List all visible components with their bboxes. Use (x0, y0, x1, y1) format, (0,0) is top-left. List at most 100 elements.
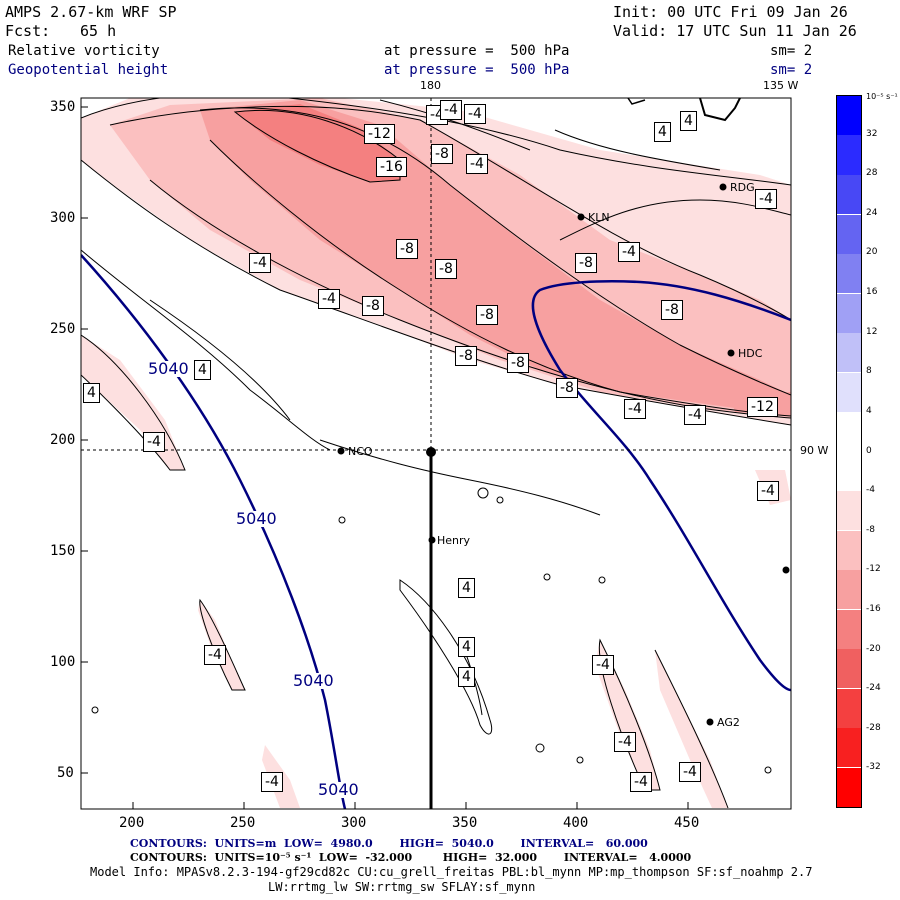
station-nco-label: NCO (348, 445, 373, 458)
station-hdc-marker (727, 349, 735, 357)
vorticity-contour-label: 4 (458, 637, 475, 657)
colorbar-segment (837, 570, 861, 610)
vorticity-contour-label: -8 (575, 253, 597, 273)
field2-name: Geopotential height (8, 62, 169, 78)
vorticity-contour-label: -4 (261, 772, 283, 792)
x-tick-label: 200 (119, 815, 145, 831)
colorbar-label: 12 (866, 326, 878, 337)
lon-label-90w: 90 W (800, 444, 829, 457)
field2-smoothing: sm= 2 (770, 62, 813, 78)
vorticity-contour-label: -4 (440, 100, 462, 120)
height-label: 5040 (236, 509, 277, 528)
vorticity-contour-label: -4 (592, 655, 614, 675)
vort-streak-5 (655, 650, 728, 808)
height-label: 5040 (293, 671, 334, 690)
coastline (699, 97, 741, 122)
vorticity-contour-label: -12 (364, 124, 395, 144)
colorbar-segment (837, 214, 861, 254)
y-tick-label: 200 (50, 432, 76, 448)
field1-level: at pressure = 500 hPa (384, 43, 570, 59)
vorticity-contour-label: -4 (204, 645, 226, 665)
y-tick-label: 150 (50, 543, 76, 559)
y-tick-label: 350 (50, 99, 76, 115)
colorbar-segment (837, 649, 861, 689)
station-rdg-label: RDG (730, 181, 755, 194)
colorbar-segment (837, 609, 861, 649)
x-tick-label: 350 (452, 815, 478, 831)
x-tick-label: 250 (230, 815, 256, 831)
vorticity-contour-label: -4 (464, 104, 486, 124)
colorbar-segment (837, 688, 861, 728)
station-nco-marker (337, 447, 345, 455)
coast-point (782, 566, 790, 574)
vorticity-contour-label: -8 (396, 239, 418, 259)
colorbar-label: 28 (866, 168, 878, 179)
colorbar-label: 32 (866, 128, 878, 139)
vorticity-contour-label: 4 (194, 360, 211, 380)
vorticity-contour-info: CONTOURS: UNITS=10⁻⁵ s⁻¹ LOW= -32.000 HI… (130, 851, 692, 864)
vorticity-contour-label: -4 (614, 732, 636, 752)
vorticity-contour-label: -4 (630, 772, 652, 792)
y-tick-label: 100 (50, 654, 76, 670)
vorticity-contour-label: 4 (654, 122, 671, 142)
colorbar-segment (837, 293, 861, 333)
x-tick-label: 400 (563, 815, 589, 831)
colorbar-segment (837, 372, 861, 412)
pole-marker (426, 447, 436, 457)
vorticity-contour-label: -8 (435, 259, 457, 279)
station-kln-label: KLN (588, 211, 610, 224)
colorbar-unit: 10⁻⁵ s⁻¹ (866, 92, 898, 101)
station-ag2-label: AG2 (717, 716, 740, 729)
height-label: 5040 (318, 780, 359, 799)
colorbar-segment (837, 491, 861, 531)
x-tick-label: 300 (341, 815, 367, 831)
vort-band-12 (200, 100, 791, 416)
vorticity-contour-label: -4 (466, 154, 488, 174)
vorticity-contour-label: -8 (661, 300, 683, 320)
vort-band-16 (235, 104, 400, 182)
colorbar-segment (837, 451, 861, 491)
colorbar-label: 20 (866, 247, 878, 258)
station-kln-marker (577, 213, 585, 221)
colorbar-label: -32 (866, 762, 881, 773)
colorbar-label: 4 (866, 405, 872, 416)
vorticity-contour-label: -4 (679, 762, 701, 782)
colorbar-segment (837, 530, 861, 570)
colorbar-segment (837, 767, 861, 807)
field2-level: at pressure = 500 hPa (384, 62, 570, 78)
vorticity-contour-label: 4 (458, 667, 475, 687)
colorbar-label: 16 (866, 287, 878, 298)
vorticity-contour-label: -4 (684, 405, 706, 425)
colorbar-label: -28 (866, 722, 881, 733)
station-rdg-marker (719, 183, 727, 191)
y-tick-label: 250 (50, 321, 76, 337)
vorticity-contour-label: -4 (624, 399, 646, 419)
height-contours (81, 254, 791, 809)
colorbar-label: -24 (866, 683, 881, 694)
vorticity-contour-label: -4 (143, 432, 165, 452)
vorticity-contour-label: 4 (458, 578, 475, 598)
vorticity-contour-label: -8 (362, 296, 384, 316)
lon-label-135w: 135 W (763, 79, 799, 92)
station-ag2-marker (706, 718, 714, 726)
x-tick-label: 450 (674, 815, 700, 831)
vorticity-contour-label: -8 (556, 378, 578, 398)
y-tick-label: 300 (50, 210, 76, 226)
lon-label-180: 180 (420, 79, 441, 92)
init-time: Init: 00 UTC Fri 09 Jan 26 (613, 3, 848, 21)
vorticity-contour-label: -8 (476, 305, 498, 325)
colorbar-segment (837, 727, 861, 768)
colorbar-label: -8 (866, 524, 875, 535)
coastline-2 (627, 97, 646, 105)
forecast-label: Fcst: (5, 22, 51, 40)
vorticity-contour-label: -8 (431, 144, 453, 164)
y-tick-label: 50 (57, 765, 74, 781)
colorbar-segment (837, 96, 861, 136)
colorbar-label: -20 (866, 643, 881, 654)
vorticity-contour-label: -12 (747, 397, 778, 417)
axis-ticks (81, 106, 689, 809)
station-henry-label: Henry (437, 534, 471, 547)
height-contour-west (81, 254, 347, 809)
station-hdc-label: HDC (738, 347, 763, 360)
